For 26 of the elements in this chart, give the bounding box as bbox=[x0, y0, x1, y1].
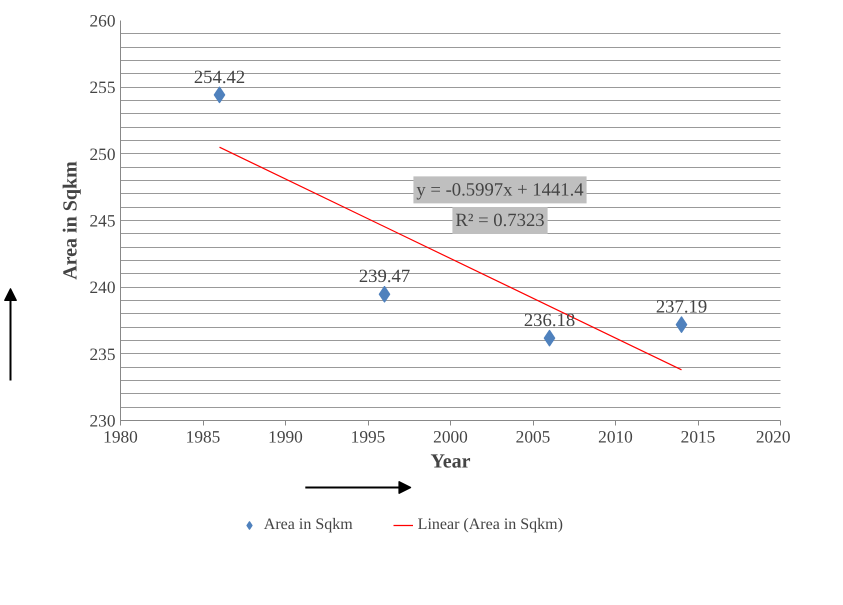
legend-label: Linear (Area in Sqkm) bbox=[418, 516, 563, 534]
data-label: 239.47 bbox=[358, 266, 410, 288]
y-tick-label: 260 bbox=[90, 12, 116, 30]
data-label: 236.18 bbox=[524, 310, 576, 332]
data-label: 254.42 bbox=[194, 66, 246, 88]
legend-label: Area in Sqkm bbox=[264, 516, 353, 534]
x-tick-label: 2015 bbox=[680, 428, 716, 446]
y-tick-label: 255 bbox=[90, 78, 116, 98]
y-axis-title: Area in Sqkm bbox=[60, 160, 82, 280]
y-tick-label: 250 bbox=[90, 144, 116, 164]
x-axis-title: Year bbox=[430, 450, 471, 472]
annotation: y = -0.5997x + 1441.4 bbox=[416, 179, 584, 200]
y-tick-label: 245 bbox=[90, 212, 116, 230]
y-tick-label: 240 bbox=[90, 278, 116, 298]
x-tick-label: 2005 bbox=[516, 428, 550, 446]
data-label: 237.19 bbox=[656, 296, 708, 318]
x-tick-label: 1995 bbox=[350, 428, 386, 446]
y-tick-label: 230 bbox=[90, 412, 116, 430]
annotation: R² = 0.7323 bbox=[455, 210, 545, 231]
x-tick-label: 1980 bbox=[103, 428, 138, 446]
x-tick-label: 2010 bbox=[598, 428, 633, 446]
x-tick-label: 1985 bbox=[186, 428, 220, 446]
x-tick-label: 2000 bbox=[433, 428, 468, 446]
x-tick-label: 1990 bbox=[268, 428, 303, 446]
y-tick-label: 235 bbox=[90, 344, 116, 364]
x-tick-label: 2020 bbox=[756, 428, 790, 446]
